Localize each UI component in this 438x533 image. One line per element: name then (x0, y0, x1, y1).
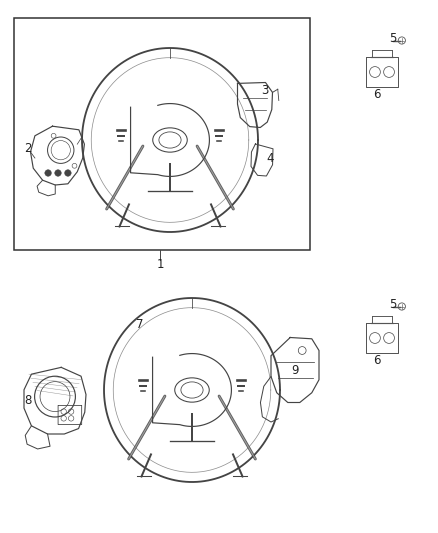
Text: 8: 8 (25, 393, 32, 407)
Circle shape (64, 169, 71, 176)
Text: 4: 4 (266, 151, 274, 165)
Text: 5: 5 (389, 298, 397, 311)
Text: 7: 7 (136, 319, 144, 332)
Bar (14, 18, 310, 250)
Text: 1: 1 (156, 259, 164, 271)
Text: 9: 9 (291, 364, 299, 376)
Text: 3: 3 (261, 84, 268, 96)
Circle shape (55, 169, 61, 176)
Text: 2: 2 (24, 141, 32, 155)
Text: 6: 6 (373, 88, 381, 101)
Text: 5: 5 (389, 31, 397, 44)
Circle shape (45, 169, 51, 176)
Text: 6: 6 (373, 353, 381, 367)
